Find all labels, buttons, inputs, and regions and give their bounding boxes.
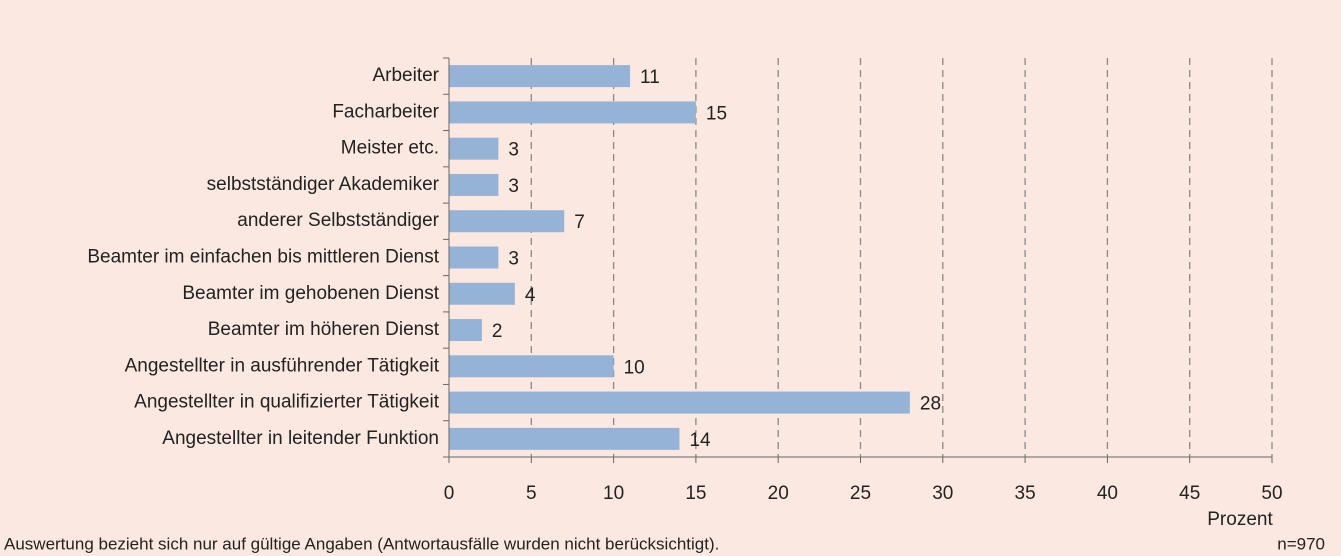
sample-size: n=970 [1277, 534, 1325, 553]
y-tick-label: Meister etc. [341, 138, 439, 159]
x-tick-label: 15 [685, 483, 706, 504]
y-tick-label: Facharbeiter [332, 101, 439, 122]
y-tick-label: Angestellter in ausführender Tätigkeit [125, 355, 440, 376]
footnote: Auswertung bezieht sich nur auf gültige … [4, 534, 719, 553]
y-tick-label: Angestellter in qualifizierter Tätigkeit [134, 392, 440, 413]
x-tick-label: 45 [1179, 483, 1200, 504]
value-label: 4 [525, 285, 536, 306]
bar [449, 173, 499, 196]
value-label: 3 [508, 176, 519, 197]
bar [449, 427, 680, 450]
value-label: 10 [624, 357, 645, 378]
y-tick-label: Beamter im einfachen bis mittleren Diens… [87, 247, 439, 268]
y-tick-label: Beamter im gehobenen Dienst [182, 283, 439, 304]
x-tick-label: 20 [768, 483, 789, 504]
y-tick-label: Angestellter in leitender Funktion [162, 428, 439, 449]
x-axis-label: Prozent [1207, 509, 1273, 530]
bar [449, 210, 565, 233]
y-tick-label: selbstständiger Akademiker [207, 174, 440, 195]
value-label: 28 [920, 394, 941, 415]
bar [449, 137, 499, 160]
bar [449, 282, 515, 305]
y-tick-label: Arbeiter [372, 65, 439, 86]
x-tick-label: 5 [526, 483, 537, 504]
bar [449, 65, 631, 88]
y-tick-label: anderer Selbstständiger [237, 210, 439, 231]
value-label: 3 [508, 249, 519, 270]
x-tick-label: 30 [932, 483, 953, 504]
x-tick-label: 40 [1097, 483, 1118, 504]
bar [449, 355, 614, 378]
value-label: 11 [640, 67, 660, 88]
value-label: 15 [706, 103, 727, 124]
x-tick-label: 0 [444, 483, 455, 504]
x-tick-label: 25 [850, 483, 871, 504]
value-label: 14 [689, 430, 711, 451]
value-label: 2 [492, 321, 503, 342]
x-tick-label: 35 [1015, 483, 1036, 504]
value-label: 7 [574, 212, 585, 233]
bar [449, 101, 696, 124]
bar [449, 319, 482, 342]
bar [449, 391, 910, 414]
bar [449, 246, 499, 269]
x-tick-label: 50 [1261, 483, 1282, 504]
y-tick-label: Beamter im höheren Dienst [208, 319, 440, 340]
value-label: 3 [508, 140, 519, 161]
x-tick-label: 10 [603, 483, 624, 504]
